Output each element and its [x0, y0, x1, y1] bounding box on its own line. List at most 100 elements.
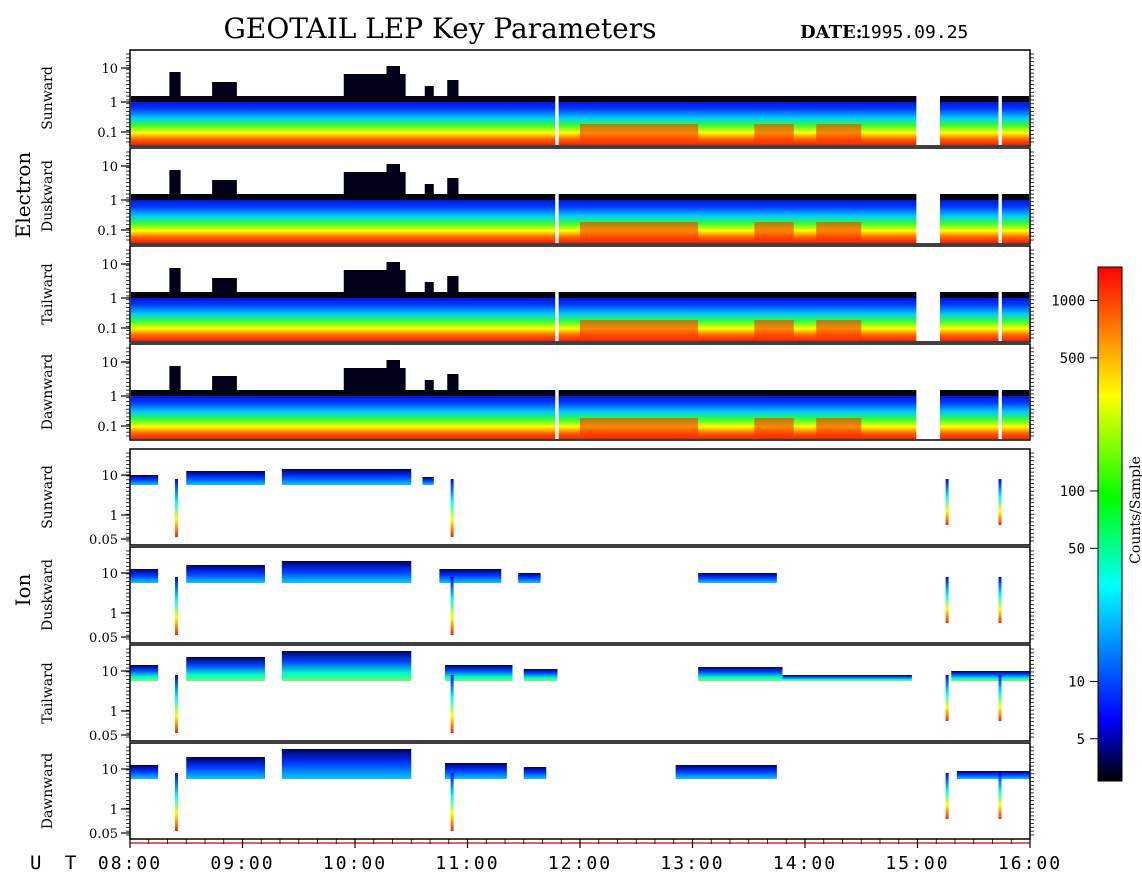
y-tick-label: 10 [101, 763, 118, 778]
ion-flux-segment [281, 561, 412, 583]
electron-enhancement [169, 268, 181, 292]
group-label-ion: Ion [11, 573, 35, 606]
data-gap [916, 345, 940, 439]
ion-panel-sunward: 10 1 0.05 Sunward [40, 448, 1034, 548]
x-tick-label: 12:00 [548, 853, 612, 874]
ion-spike [998, 577, 1002, 623]
data-gap [998, 345, 1002, 439]
electron-enhancement [424, 380, 434, 390]
data-gap [555, 149, 559, 243]
ion-flux-segment [675, 765, 777, 779]
x-tick-label: 15:00 [885, 853, 949, 874]
y-tick-label: 1 [110, 390, 118, 405]
panel-direction-label: Sunward [40, 465, 56, 529]
electron-panel-tailward: 10 1 0.1 Tailward [40, 245, 1034, 343]
y-tick-label: 10 [101, 665, 118, 680]
electron-spectrum-edge [131, 194, 1029, 200]
colorbar-tick-label: 50 [1068, 541, 1085, 557]
electron-enhancement [386, 164, 400, 194]
electron-enhancement [386, 360, 400, 390]
ion-flux-segment [951, 671, 1030, 681]
y-tick-label: 10 [101, 258, 118, 273]
panel-frame [129, 343, 1031, 441]
electron-red-patch [580, 124, 699, 144]
ion-flux-segment [130, 569, 159, 583]
panel-direction-label: Duskward [40, 160, 56, 232]
panel-direction-label: Sunward [40, 66, 56, 130]
y-tick-label: 1 [110, 194, 118, 209]
ion-spike [998, 773, 1002, 819]
electron-spectrum-edge [131, 292, 1029, 298]
time-axis-prefix: U T [30, 852, 82, 874]
y-tick-label: 0.05 [89, 533, 118, 548]
ion-spike [945, 773, 949, 819]
x-tick-label: 16:00 [998, 853, 1062, 874]
data-gap [555, 51, 559, 145]
panel-frame [129, 49, 1031, 147]
electron-enhancement [447, 178, 459, 194]
electron-enhancement [447, 276, 459, 292]
electron-enhancement [169, 170, 181, 194]
ion-flux-segment [782, 675, 912, 681]
x-tick-label: 11:00 [435, 853, 499, 874]
colorbar-gradient [1097, 266, 1123, 782]
electron-enhancement [424, 86, 434, 96]
spectrogram-panels: 10 1 0.1 Sunward 10 1 0.1 Duskward 10 1 0.1 Tailwar… [40, 49, 1034, 844]
ion-spike [945, 577, 949, 623]
ion-panel-duskward: 10 1 0.05 Duskward [40, 546, 1034, 646]
panel-direction-label: Dawnward [40, 354, 56, 431]
panel-frame [129, 245, 1031, 343]
ion-flux-segment [698, 667, 783, 681]
data-gap [998, 51, 1002, 145]
y-tick-label: 0.05 [89, 631, 118, 646]
colorbar-tick-label: 10 [1068, 674, 1085, 690]
ion-spike [175, 675, 178, 733]
x-tick-label: 10:00 [323, 853, 387, 874]
ion-flux-segment [130, 665, 159, 681]
panel-direction-label: Tailward [40, 662, 56, 724]
ion-spike [450, 479, 454, 537]
electron-red-patch [754, 418, 794, 438]
y-tick-label: 1 [110, 292, 118, 307]
time-axis: U T 08:00 09:00 10:00 11:00 12:00 13:00 14:00 1… [30, 839, 1062, 874]
ion-flux-segment [130, 765, 159, 779]
electron-red-patch [580, 320, 699, 340]
data-gap [916, 51, 940, 145]
panel-frame [129, 448, 1031, 546]
ion-flux-segment [130, 475, 159, 485]
ion-flux-segment [523, 669, 558, 681]
ion-flux-segment [523, 767, 547, 779]
colorbar-tick-label: 500 [1060, 351, 1085, 367]
panel-direction-label: Dawnward [40, 753, 56, 830]
ion-flux-segment [956, 771, 1030, 779]
y-tick-label: 0.1 [97, 420, 118, 435]
electron-enhancement [212, 278, 237, 292]
y-tick-label: 0.05 [89, 729, 118, 744]
y-tick-label: 0.1 [97, 126, 118, 141]
electron-red-patch [816, 124, 862, 144]
electron-enhancement [212, 82, 237, 96]
ion-spike [998, 479, 1002, 525]
colorbar-label: Counts/Sample [1128, 456, 1142, 564]
y-tick-label: 0.1 [97, 224, 118, 239]
electron-enhancement [169, 366, 181, 390]
group-label-electron: Electron [11, 152, 35, 239]
ion-flux-segment [281, 749, 412, 779]
electron-red-patch [754, 222, 794, 242]
ion-spike [175, 577, 178, 635]
electron-enhancement [212, 180, 237, 194]
electron-red-patch [580, 222, 699, 242]
y-tick-label: 1 [110, 96, 118, 111]
ion-spike [450, 675, 454, 733]
panel-frame [129, 644, 1031, 742]
electron-spectrum-edge [131, 390, 1029, 396]
electron-enhancement [169, 72, 181, 96]
y-tick-label: 10 [101, 567, 118, 582]
electron-red-patch [816, 320, 862, 340]
electron-red-patch [754, 124, 794, 144]
ion-spike [450, 577, 454, 635]
figure-title: GEOTAIL LEP Key Parameters [224, 12, 657, 45]
x-tick-label: 08:00 [98, 853, 162, 874]
y-tick-label: 10 [101, 160, 118, 175]
electron-enhancement [212, 376, 237, 390]
